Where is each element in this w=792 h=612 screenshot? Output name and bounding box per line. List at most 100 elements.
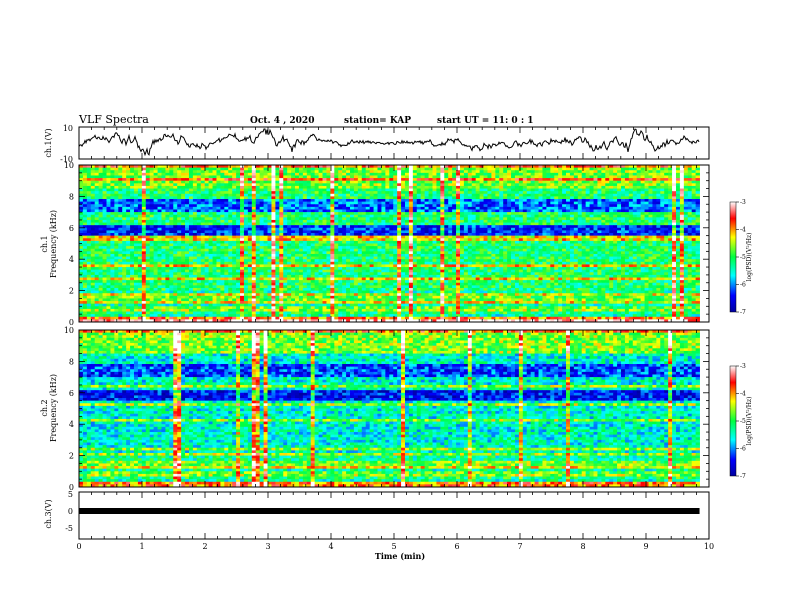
spectrogram-cell bbox=[581, 165, 587, 169]
spectrogram-cell bbox=[126, 180, 131, 184]
spectrogram-cell bbox=[432, 238, 437, 242]
spectrogram-cell bbox=[621, 233, 626, 237]
spectrogram-cell bbox=[522, 243, 528, 247]
spectrogram-cell bbox=[145, 227, 151, 231]
spectrogram-cell bbox=[145, 240, 151, 244]
spectrogram-cell bbox=[110, 193, 115, 197]
spectrogram-cell bbox=[86, 204, 92, 208]
spectrogram-cell bbox=[153, 193, 158, 197]
spectrogram-cell bbox=[463, 240, 469, 244]
spectrogram-cell bbox=[86, 217, 92, 221]
spectrogram-cell bbox=[220, 214, 225, 218]
spectrogram-cell bbox=[287, 199, 292, 203]
spectrogram-cell bbox=[601, 183, 606, 187]
spectrogram-cell bbox=[224, 193, 229, 197]
spectrogram-cell bbox=[389, 165, 394, 169]
spectrogram-cell bbox=[640, 199, 645, 203]
spectrogram-cell bbox=[271, 230, 276, 234]
spectrogram-cell bbox=[283, 238, 288, 242]
spectrogram-cell bbox=[357, 240, 363, 244]
spectrogram-cell bbox=[463, 217, 469, 221]
spectrogram-cell bbox=[157, 212, 162, 216]
spectrogram-cell bbox=[624, 240, 630, 244]
spectrogram-cell bbox=[448, 209, 453, 213]
spectrogram-cell bbox=[169, 178, 174, 182]
spectrogram-cell bbox=[338, 217, 343, 221]
spectrogram-cell bbox=[200, 238, 206, 242]
spectrogram-cell bbox=[538, 204, 543, 208]
spectrogram-cell bbox=[624, 212, 630, 216]
spectrogram-cell bbox=[408, 188, 414, 192]
spectrogram-cell bbox=[185, 235, 190, 239]
spectrogram-cell bbox=[181, 201, 186, 205]
spectrogram-cell bbox=[357, 165, 363, 169]
spectrogram-cell bbox=[687, 238, 693, 242]
spectrogram-cell bbox=[330, 227, 335, 231]
spectrogram-cell bbox=[597, 180, 602, 184]
spectrogram-cell bbox=[141, 219, 147, 223]
spectrogram-cell bbox=[644, 225, 649, 229]
spectrogram-cell bbox=[628, 233, 634, 237]
spectrogram-cell bbox=[566, 172, 571, 176]
spectrogram-cell bbox=[628, 185, 634, 189]
spectrogram-cell bbox=[499, 235, 504, 239]
spectrogram-cell bbox=[687, 233, 693, 237]
spectrogram-cell bbox=[691, 170, 697, 174]
spectrogram-cell bbox=[546, 227, 551, 231]
spectrogram-cell bbox=[648, 201, 653, 205]
spectrogram-cell bbox=[157, 201, 162, 205]
spectrogram-cell bbox=[593, 193, 598, 197]
spectrogram-cell bbox=[385, 193, 390, 197]
spectrogram-cell bbox=[275, 214, 280, 218]
spectrogram-cell bbox=[130, 235, 135, 239]
spectrogram-cell bbox=[597, 204, 602, 208]
spectrogram-cell bbox=[664, 235, 669, 239]
spectrogram-cell bbox=[279, 180, 284, 184]
spectrogram-cell bbox=[566, 193, 571, 197]
spectrogram-cell bbox=[534, 167, 539, 171]
spectrogram-cell bbox=[672, 217, 677, 221]
spectrogram-cell bbox=[102, 180, 107, 184]
spectrogram-cell bbox=[157, 178, 162, 182]
spectrogram-cell bbox=[558, 180, 563, 184]
spectrogram-cell bbox=[581, 233, 587, 237]
spectrogram-cell bbox=[326, 227, 331, 231]
spectrogram-cell bbox=[259, 185, 264, 189]
spectrogram-cell bbox=[514, 217, 520, 221]
spectrogram-cell bbox=[440, 165, 445, 169]
spectrogram-cell bbox=[617, 180, 622, 184]
spectrogram-cell bbox=[216, 196, 221, 200]
spectrogram-cell bbox=[181, 227, 186, 231]
spectrogram-cell bbox=[660, 227, 665, 231]
spectrogram-cell bbox=[98, 172, 103, 176]
spectrogram-cell bbox=[617, 240, 622, 244]
spectrogram-cell bbox=[440, 188, 445, 192]
spectrogram-cell bbox=[526, 201, 532, 205]
spectrogram-cell bbox=[467, 191, 473, 195]
spectrogram-cell bbox=[220, 167, 225, 171]
spectrogram-cell bbox=[644, 214, 649, 218]
spectrogram-cell bbox=[310, 219, 316, 223]
spectrogram-cell bbox=[534, 188, 539, 192]
spectrogram-cell bbox=[118, 238, 123, 242]
spectrogram-cell bbox=[416, 175, 422, 179]
spectrogram-cell bbox=[149, 217, 155, 221]
spectrogram-cell bbox=[236, 178, 241, 182]
spectrogram-cell bbox=[581, 214, 587, 218]
spectrogram-cell bbox=[475, 201, 481, 205]
spectrogram-cell bbox=[342, 167, 347, 171]
spectrogram-cell bbox=[106, 233, 111, 237]
spectrogram-cell bbox=[94, 206, 100, 210]
spectrogram-cell bbox=[644, 233, 649, 237]
spectrogram-cell bbox=[483, 227, 488, 231]
spectrogram-cell bbox=[679, 235, 685, 239]
spectrogram-cell bbox=[605, 172, 610, 176]
spectrogram-cell bbox=[133, 233, 139, 237]
spectrogram-cell bbox=[530, 180, 535, 184]
spectrogram-cell bbox=[306, 201, 312, 205]
spectrogram-cell bbox=[404, 235, 410, 239]
spectrogram-cell bbox=[401, 217, 406, 221]
spectrogram-cell bbox=[361, 238, 367, 242]
spectrogram-cell bbox=[263, 227, 268, 231]
spectrogram-cell bbox=[507, 191, 512, 195]
